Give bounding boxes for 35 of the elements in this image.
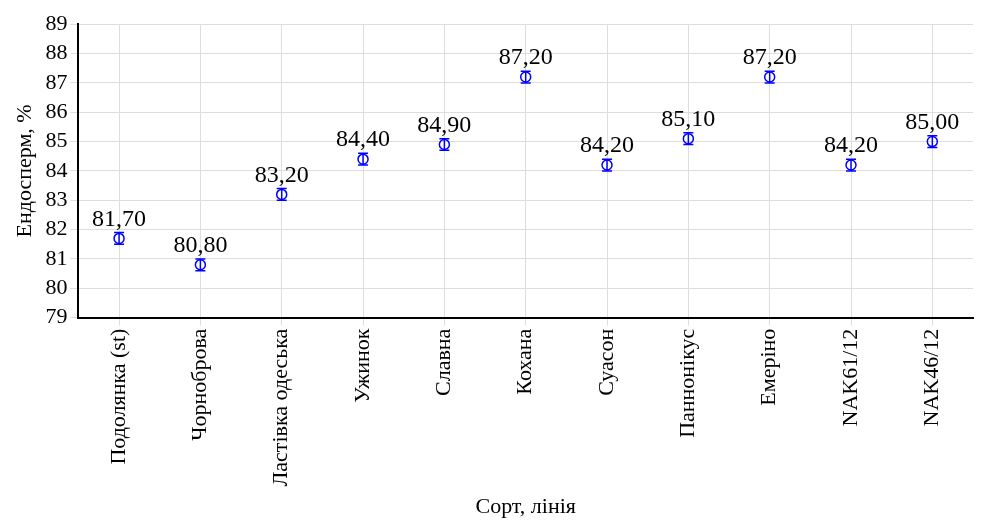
x-tick-label: Ластівка одеська (267, 328, 293, 487)
x-tick-label: Паннонікус (674, 328, 700, 438)
y-axis-title: Ендосперм, % (10, 104, 36, 238)
x-tick-label: NAK61/12 (836, 328, 862, 427)
y-tick-label: 86 (45, 98, 68, 124)
data-label: 83,20 (254, 160, 309, 187)
data-label: 84,90 (417, 110, 472, 137)
y-tick-label: 79 (45, 303, 68, 329)
x-tick-label: Кохана (511, 328, 537, 395)
data-label: 84,20 (580, 131, 635, 158)
x-tick-label: Ужинок (348, 328, 374, 403)
data-label: 84,20 (824, 131, 879, 158)
data-label: 87,20 (742, 43, 797, 70)
y-tick-label: 87 (45, 68, 68, 94)
x-tick-label: Подолянка (st) (104, 328, 130, 465)
data-label: 85,00 (905, 107, 960, 134)
x-tick-label: Славна (430, 328, 456, 396)
data-label: 87,20 (498, 43, 553, 70)
y-tick-label: 88 (45, 39, 68, 65)
data-label: 80,80 (173, 231, 228, 258)
data-label: 81,70 (92, 204, 147, 231)
y-tick-label: 82 (45, 215, 68, 241)
y-tick-label: 85 (45, 127, 68, 153)
y-tick-label: 80 (45, 274, 68, 300)
y-tick-label: 83 (45, 186, 68, 212)
data-label: 84,40 (336, 125, 391, 152)
y-tick-label: 89 (45, 9, 68, 35)
y-tick-label: 81 (45, 244, 68, 270)
y-tick-label: 84 (45, 156, 68, 182)
x-tick-label: Емеріно (755, 328, 781, 406)
x-tick-label: Суасон (592, 328, 618, 396)
x-axis-title: Сорт, лінія (475, 492, 576, 518)
x-tick-label: Чорноброва (186, 328, 212, 441)
data-label: 85,10 (661, 104, 716, 131)
x-tick-label: NAK46/12 (918, 328, 944, 427)
